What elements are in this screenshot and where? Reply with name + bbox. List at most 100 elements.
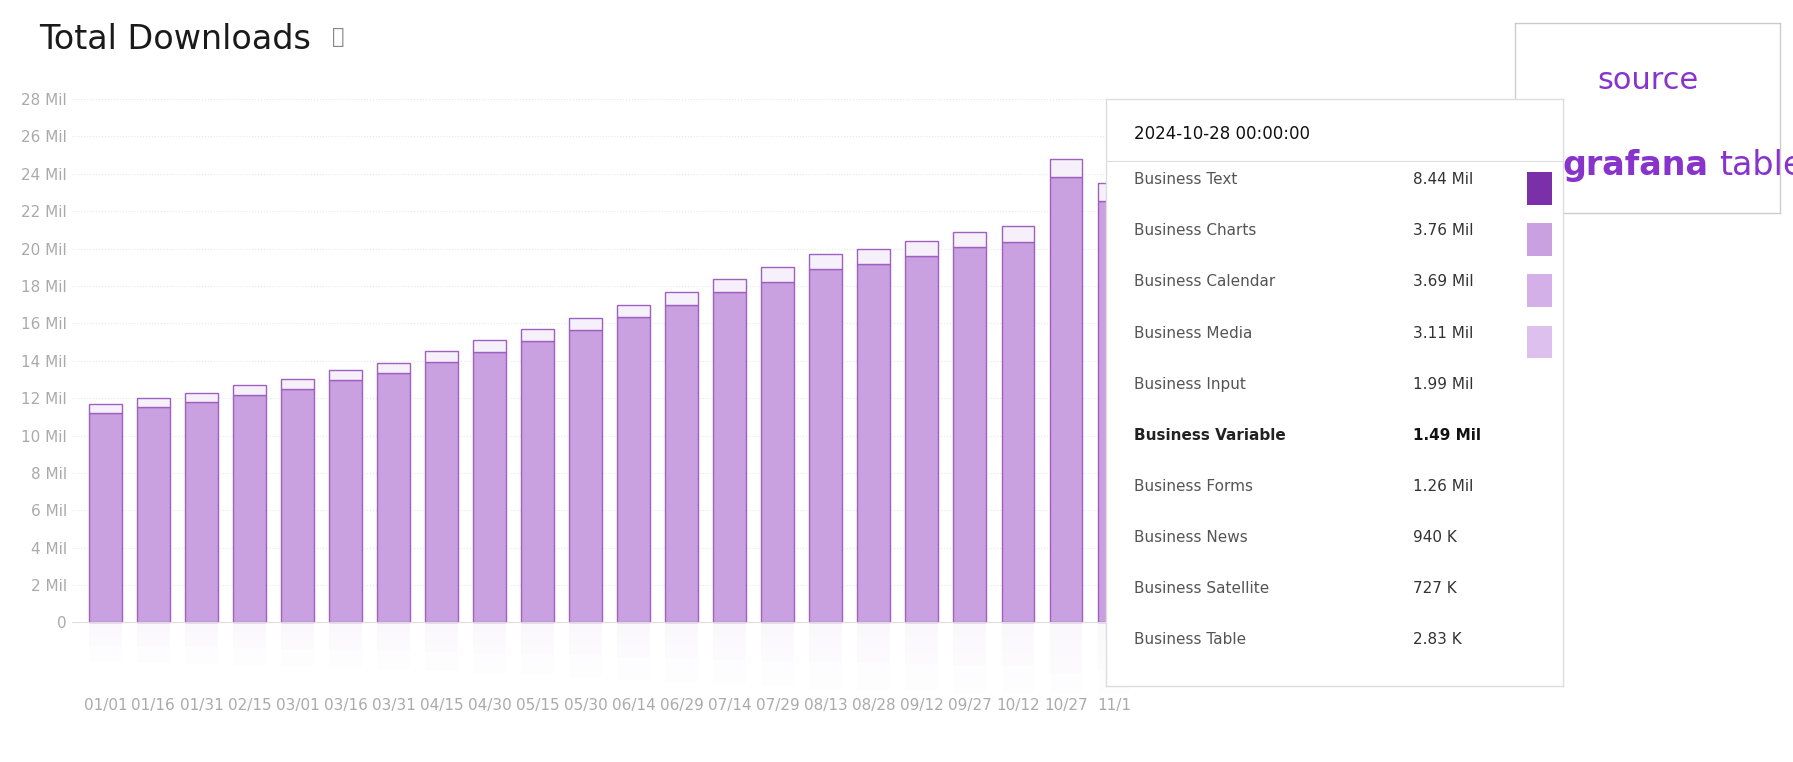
Bar xyxy=(665,623,697,635)
Bar xyxy=(1002,680,1035,694)
Bar xyxy=(954,664,986,679)
Text: Total Downloads: Total Downloads xyxy=(39,23,312,56)
Bar xyxy=(522,633,554,644)
Bar xyxy=(425,351,457,362)
Bar xyxy=(1097,670,1130,686)
Bar xyxy=(665,646,697,658)
Bar xyxy=(665,658,697,670)
Bar xyxy=(954,248,986,623)
Bar xyxy=(90,623,122,630)
Bar xyxy=(330,623,362,632)
Bar xyxy=(714,660,746,672)
Bar xyxy=(762,636,794,648)
Text: ⓘ: ⓘ xyxy=(332,27,344,46)
Text: Business Calendar: Business Calendar xyxy=(1133,274,1275,290)
Bar xyxy=(1049,159,1083,178)
Bar xyxy=(425,623,457,632)
Bar xyxy=(809,623,843,636)
Bar xyxy=(762,674,794,687)
Bar xyxy=(570,655,602,666)
Bar xyxy=(857,677,889,690)
Bar xyxy=(425,362,457,623)
Bar xyxy=(377,641,411,651)
Bar xyxy=(233,623,265,631)
Bar xyxy=(762,281,794,623)
Bar xyxy=(762,267,794,281)
Bar xyxy=(762,661,794,674)
Bar xyxy=(330,632,362,641)
Bar xyxy=(1002,623,1035,637)
Bar xyxy=(282,631,314,640)
Bar xyxy=(617,645,649,657)
Text: 1.99 Mil: 1.99 Mil xyxy=(1413,376,1474,392)
Bar xyxy=(522,644,554,655)
FancyBboxPatch shape xyxy=(1528,223,1553,256)
Bar xyxy=(136,623,170,631)
Bar xyxy=(1002,665,1035,680)
Bar xyxy=(330,659,362,668)
Bar xyxy=(1049,690,1083,706)
Bar xyxy=(665,635,697,646)
Bar xyxy=(617,657,649,668)
Bar xyxy=(1049,178,1083,623)
Bar xyxy=(473,653,506,663)
Bar xyxy=(809,255,843,269)
Bar xyxy=(665,292,697,305)
Bar xyxy=(857,623,889,636)
Bar xyxy=(473,340,506,351)
Bar xyxy=(136,407,170,623)
Bar xyxy=(1097,686,1130,702)
Text: 1.49 Mil: 1.49 Mil xyxy=(1413,427,1481,443)
Bar xyxy=(90,404,122,412)
Bar xyxy=(473,632,506,643)
Bar xyxy=(1002,651,1035,665)
Text: Business Charts: Business Charts xyxy=(1133,223,1257,239)
Text: Business News: Business News xyxy=(1133,530,1248,545)
Bar xyxy=(185,655,217,664)
Bar xyxy=(1049,623,1083,639)
Bar xyxy=(282,623,314,631)
Bar xyxy=(185,631,217,639)
FancyBboxPatch shape xyxy=(1528,325,1553,358)
Bar xyxy=(185,392,217,402)
Bar xyxy=(282,379,314,389)
Bar xyxy=(90,654,122,662)
Bar xyxy=(282,648,314,658)
Bar xyxy=(857,264,889,623)
Bar xyxy=(425,661,457,671)
Text: Business Input: Business Input xyxy=(1133,376,1246,392)
Text: 2024-10-28 00:00:00: 2024-10-28 00:00:00 xyxy=(1133,126,1309,143)
Bar xyxy=(233,639,265,648)
Bar xyxy=(714,647,746,660)
Bar xyxy=(954,623,986,636)
Text: 3.69 Mil: 3.69 Mil xyxy=(1413,274,1474,290)
Text: table: table xyxy=(1719,149,1793,182)
Bar xyxy=(136,399,170,407)
Text: 8.44 Mil: 8.44 Mil xyxy=(1413,172,1472,187)
Bar xyxy=(377,373,411,623)
Bar xyxy=(377,623,411,632)
Bar xyxy=(185,402,217,623)
Bar xyxy=(570,330,602,623)
Text: Business Forms: Business Forms xyxy=(1133,479,1253,494)
Bar xyxy=(809,636,843,649)
Text: Business Media: Business Media xyxy=(1133,325,1252,341)
Bar xyxy=(1002,242,1035,623)
Bar xyxy=(905,677,938,691)
Bar xyxy=(1097,623,1130,639)
Bar xyxy=(809,676,843,689)
Bar xyxy=(233,385,265,395)
Bar xyxy=(857,248,889,264)
Text: 3.76 Mil: 3.76 Mil xyxy=(1413,223,1474,239)
Bar xyxy=(857,649,889,663)
Bar xyxy=(185,623,217,631)
Bar xyxy=(762,648,794,661)
Text: 1.26 Mil: 1.26 Mil xyxy=(1413,479,1474,494)
Bar xyxy=(570,633,602,645)
Bar xyxy=(425,632,457,642)
Bar xyxy=(522,664,554,675)
Bar xyxy=(185,648,217,655)
Bar xyxy=(570,623,602,633)
Bar xyxy=(377,632,411,641)
Bar xyxy=(617,305,649,318)
